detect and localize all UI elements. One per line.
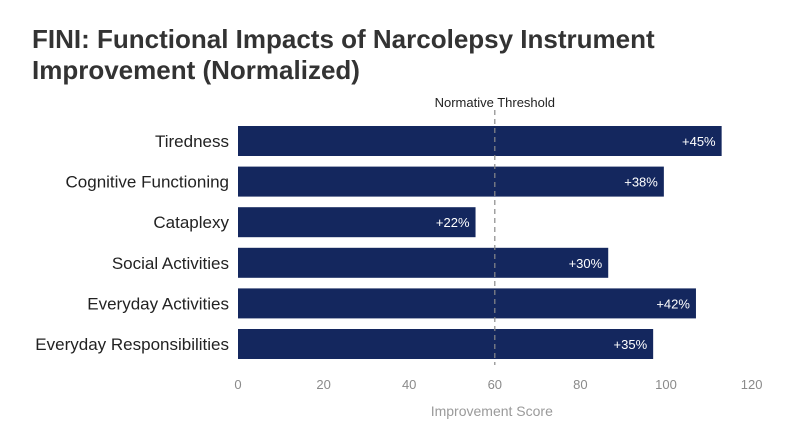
x-tick-label: 100 [655, 377, 677, 392]
reference-layer: Normative Threshold [435, 95, 555, 365]
x-tick-label: 80 [573, 377, 587, 392]
bar-cognitive-functioning [238, 166, 664, 197]
category-label: Everyday Activities [87, 294, 229, 313]
bar-everyday-activities [238, 288, 696, 319]
bar-value-label: +42% [656, 296, 690, 311]
bar-value-label: +38% [624, 175, 658, 190]
bar-value-label: +45% [682, 134, 716, 149]
x-tick-label: 0 [234, 377, 241, 392]
category-label: Tiredness [155, 132, 229, 151]
bar-tiredness [238, 126, 722, 156]
bar-cataplexy [238, 207, 476, 238]
category-label: Social Activities [112, 254, 229, 273]
x-axis: 0 20 40 60 80 100 120 [234, 377, 762, 392]
threshold-label: Normative Threshold [435, 95, 555, 110]
category-label: Cognitive Functioning [66, 173, 229, 192]
bar-value-label: +30% [569, 256, 603, 271]
x-tick-label: 20 [316, 377, 330, 392]
chart-title: FINI: Functional Impacts of Narcolepsy I… [32, 24, 655, 85]
bars-layer: +45% +38% +22% +30% +42% +35% [238, 126, 722, 359]
bar-value-label: +22% [436, 215, 470, 230]
x-tick-label: 120 [741, 377, 763, 392]
category-labels: Tiredness Cognitive Functioning Cataplexy S… [35, 132, 229, 354]
category-label: Cataplexy [153, 213, 229, 232]
x-axis-title: Improvement Score [431, 403, 553, 419]
x-tick-label: 40 [402, 377, 416, 392]
bar-social-activities [238, 247, 609, 278]
category-label: Everyday Responsibilities [35, 335, 229, 354]
x-tick-label: 60 [488, 377, 502, 392]
bar-everyday-responsibilities [238, 329, 654, 359]
bar-value-label: +35% [614, 337, 648, 352]
